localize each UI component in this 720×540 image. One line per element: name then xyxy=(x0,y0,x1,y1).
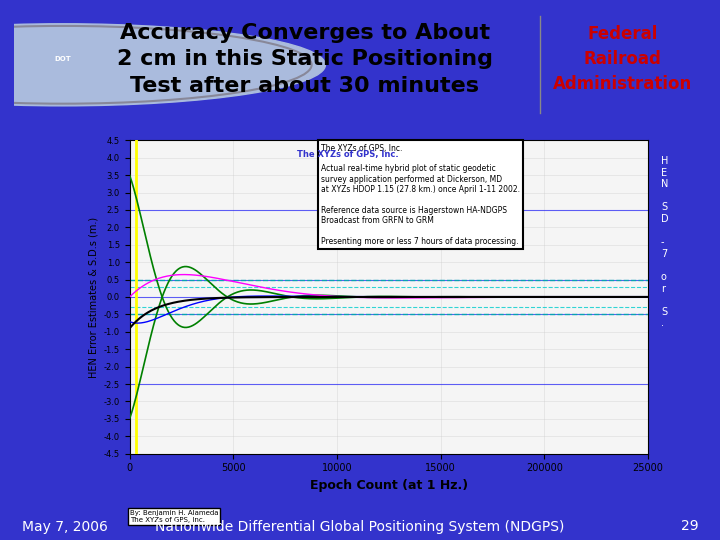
Text: Federal
Railroad
Administration: Federal Railroad Administration xyxy=(553,25,693,93)
Text: The XYZs of GPS, Inc.: The XYZs of GPS, Inc. xyxy=(297,150,398,159)
Text: Accuracy Converges to About
2 cm in this Static Positioning
Test after about 30 : Accuracy Converges to About 2 cm in this… xyxy=(117,23,492,96)
Text: Nationwide Differential Global Positioning System (NDGPS): Nationwide Differential Global Positioni… xyxy=(156,519,564,534)
Text: By: Benjamin H. Alameda
The XYZs of GPS, Inc.: By: Benjamin H. Alameda The XYZs of GPS,… xyxy=(130,510,218,523)
Text: 29: 29 xyxy=(681,519,698,534)
Text: DOT: DOT xyxy=(55,56,71,63)
X-axis label: Epoch Count (at 1 Hz.): Epoch Count (at 1 Hz.) xyxy=(310,479,468,492)
Circle shape xyxy=(0,24,325,106)
Y-axis label: HEN Error Estimates & S.D.s (m.): HEN Error Estimates & S.D.s (m.) xyxy=(88,217,98,377)
Text: H
E
N

S
D

-
7

o
r

S
.: H E N S D - 7 o r S . xyxy=(661,156,669,328)
Text: May 7, 2006: May 7, 2006 xyxy=(22,519,107,534)
Text: The XYZs of GPS, Inc.

Actual real-time hybrid plot of static geodetic
survey ap: The XYZs of GPS, Inc. Actual real-time h… xyxy=(321,144,521,246)
